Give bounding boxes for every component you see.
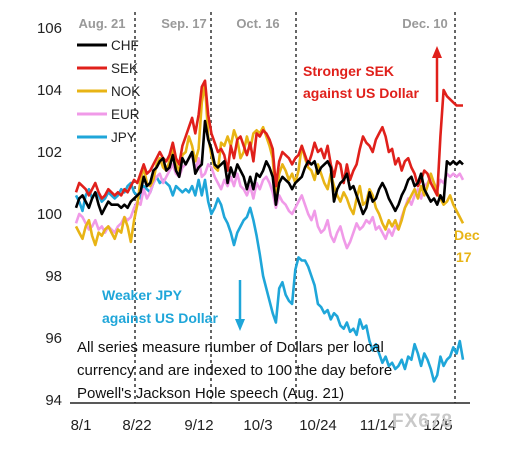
series-line-nok: [74, 82, 465, 247]
x-tick-label: 12/5: [423, 417, 452, 434]
nok-end-label: Dec 17: [454, 227, 480, 265]
legend-label-sek: SEK: [111, 61, 138, 76]
y-tick-label: 102: [37, 144, 62, 161]
legend-label-jpy: JPY: [111, 130, 136, 145]
legend-label-eur: EUR: [111, 107, 140, 122]
y-tick-label: 98: [45, 268, 62, 285]
event-marker-lines: [134, 12, 456, 403]
x-tick-label: 10/24: [299, 417, 337, 434]
note-line-2: currency and are indexed to 100 the day …: [77, 362, 392, 379]
legend-label-nok: NOK: [111, 84, 140, 99]
x-tick-label: 10/3: [243, 417, 272, 434]
note-line-3: Powell's Jackson Hole speech (Aug. 21): [77, 385, 344, 402]
y-tick-label: 100: [37, 206, 62, 223]
y-tick-labels: 94 96 98 100 102 104 106: [37, 20, 62, 409]
jpy-annotation-line-2: against US Dollar: [102, 310, 218, 326]
y-tick-label: 96: [45, 330, 62, 347]
watermark-logo: FX678: [392, 411, 453, 432]
series-line-chf: [74, 119, 464, 216]
down-arrowhead-icon: [235, 319, 245, 331]
x-tick-label: 11/14: [360, 417, 396, 434]
x-tick-label: 8/1: [71, 417, 92, 434]
event-marker-label: Sep. 17: [161, 16, 207, 31]
event-marker-label: Oct. 16: [236, 16, 279, 31]
series-line-sek: [74, 79, 463, 200]
note-line-1: All series measure number of Dollars per…: [77, 339, 384, 356]
up-arrowhead-icon: [432, 46, 442, 58]
sek-annotation-line-1: Stronger SEK: [303, 63, 394, 79]
x-tick-label: 8/22: [122, 417, 151, 434]
jpy-annotation-line-1: Weaker JPY: [102, 287, 183, 303]
y-tick-label: 94: [45, 392, 62, 409]
nok-end-label-line-2: 17: [456, 249, 472, 265]
y-tick-label: 104: [37, 82, 62, 99]
event-marker-labels: Aug. 21 Sep. 17 Oct. 16 Dec. 10: [79, 16, 448, 31]
sek-annotation-line-2: against US Dollar: [303, 85, 419, 101]
methodology-note: All series measure number of Dollars per…: [77, 339, 392, 402]
event-marker-label: Aug. 21: [79, 16, 126, 31]
x-tick-labels: 8/1 8/22 9/12 10/3 10/24 11/14 12/5: [71, 417, 453, 434]
event-marker-label: Dec. 10: [402, 16, 448, 31]
legend-label-chf: CHF: [111, 38, 139, 53]
jpy-annotation: Weaker JPY against US Dollar: [102, 280, 245, 331]
x-tick-label: 9/12: [184, 417, 213, 434]
series-lines: [74, 79, 465, 383]
legend: CHF SEK NOK EUR JPY: [77, 38, 140, 145]
sek-annotation: Stronger SEK against US Dollar: [303, 46, 442, 102]
y-tick-label: 106: [37, 20, 62, 37]
nok-end-label-line-1: Dec: [454, 227, 480, 243]
